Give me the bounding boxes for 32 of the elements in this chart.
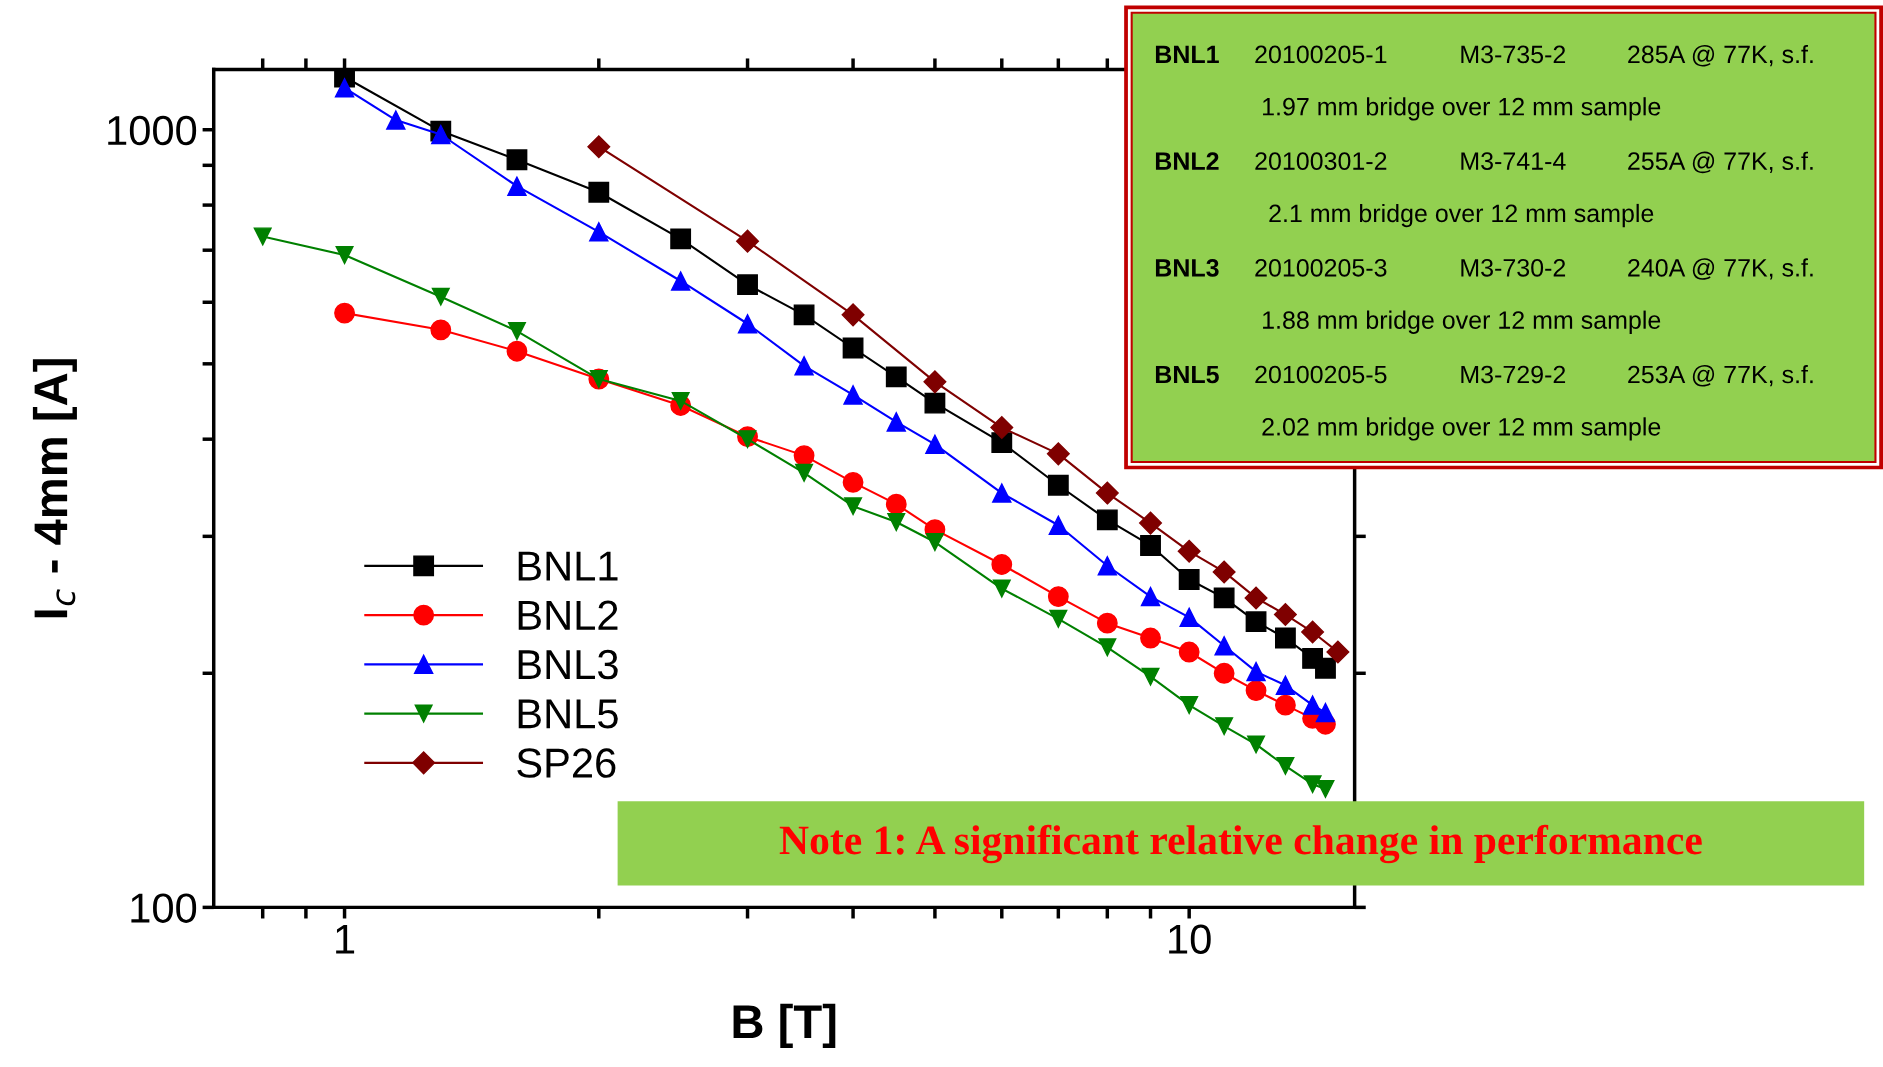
text: 285A @ 77K, s.f. xyxy=(1628,44,1813,67)
text: BNL1 xyxy=(1155,45,1219,64)
annotation: 2.02 mm bridge over 12 mm sample xyxy=(1262,417,1661,441)
legend-label: BNL3 xyxy=(518,649,618,680)
annotation: 20100205-3 xyxy=(1255,258,1387,277)
x-tick-label: 1 xyxy=(336,924,355,954)
y-tick-label: 100 xyxy=(131,893,197,923)
text: 240A @ 77K, s.f. xyxy=(1628,258,1813,280)
y-tick-label: 1000 xyxy=(108,115,197,146)
annotation: 20100205-5 xyxy=(1255,365,1387,384)
annotation: BNL2 xyxy=(1155,152,1219,170)
legend-label: BNL2 xyxy=(518,600,618,630)
annotation: 2.1 mm bridge over 12 mm sample xyxy=(1269,203,1654,228)
text: 253A @ 77K, s.f. xyxy=(1628,365,1813,387)
legend-label: SP26 xyxy=(517,748,616,778)
annotation: Note 1: A significant relative change in performance xyxy=(779,824,1702,864)
legend-label: BNL1 xyxy=(518,551,618,581)
text: M3-735-2 xyxy=(1461,45,1566,64)
annotation: BNL3 xyxy=(1155,258,1219,277)
text: 20100205-1 xyxy=(1255,45,1387,64)
text: M3-741-4 xyxy=(1461,152,1566,170)
text: M3-729-2 xyxy=(1461,365,1566,384)
text: 255A @ 77K, s.f. xyxy=(1628,151,1813,174)
x-tick-label: 10 xyxy=(1169,924,1211,954)
x-axis-title: B [T] xyxy=(733,1003,836,1048)
y-axis-title: I$_{c}$ - 4mm [A] xyxy=(32,359,77,618)
text: M3-730-2 xyxy=(1461,258,1566,277)
annotation: 1.88 mm bridge over 12 mm sample xyxy=(1263,310,1661,334)
annotation: 1.97 mm bridge over 12 mm sample xyxy=(1263,97,1661,121)
legend-label: BNL5 xyxy=(518,699,618,729)
annotation: 20100301-2 xyxy=(1255,152,1387,170)
annotation: BNL5 xyxy=(1155,365,1219,384)
